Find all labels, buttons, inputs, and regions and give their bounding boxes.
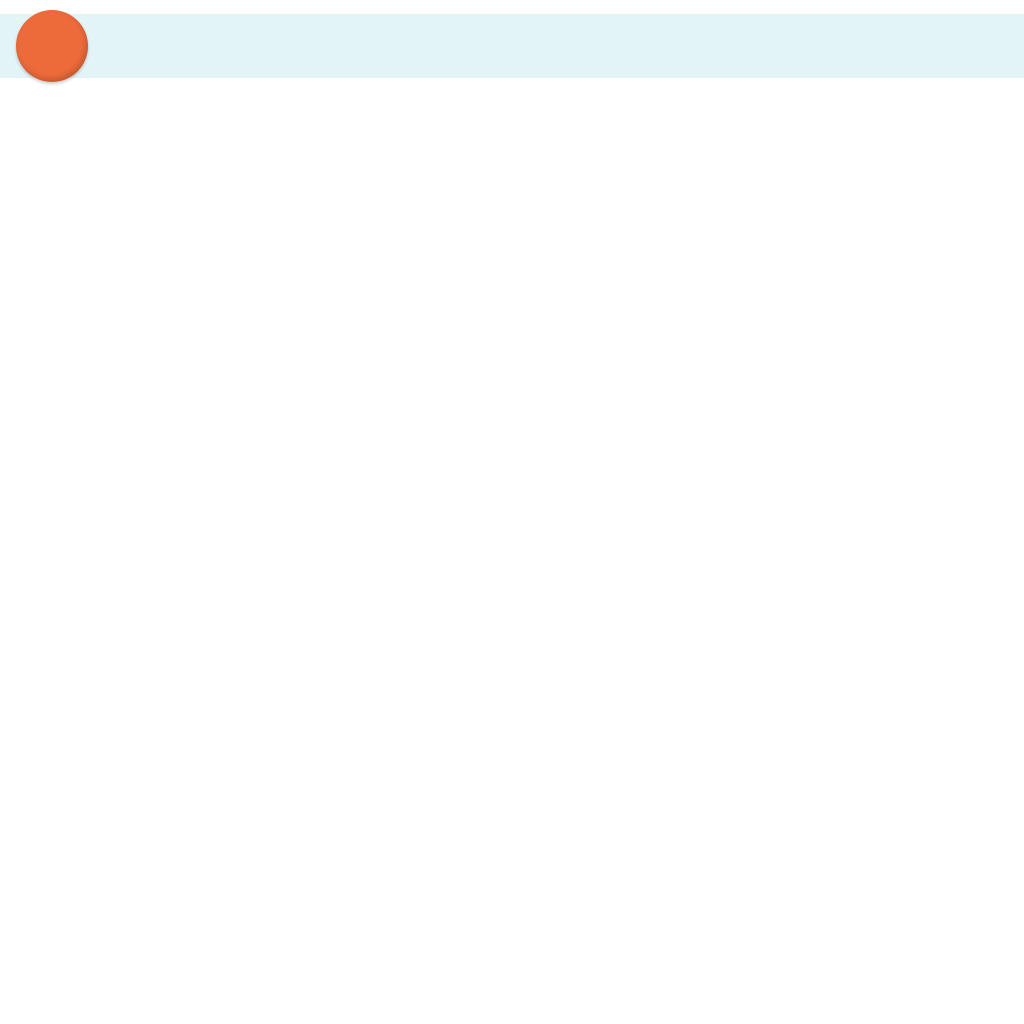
chart-middle-left <box>100 400 500 680</box>
header-bar <box>0 14 1024 78</box>
chart-bottom-left <box>100 720 500 1010</box>
chart-top-right <box>540 102 980 362</box>
step-number-badge <box>16 10 88 82</box>
